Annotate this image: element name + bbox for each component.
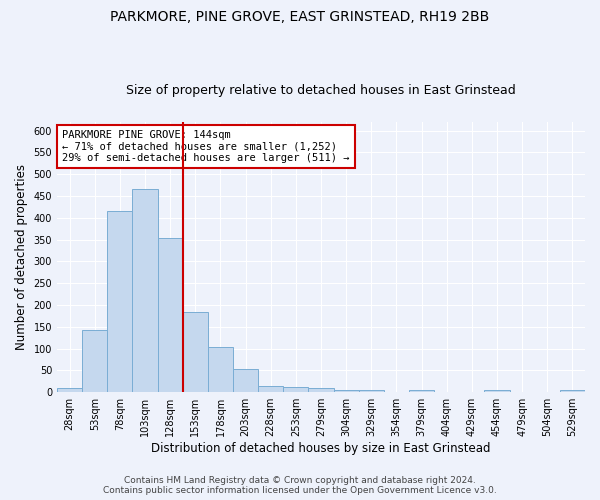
Bar bbox=[233, 369, 258, 392]
Y-axis label: Number of detached properties: Number of detached properties bbox=[15, 164, 28, 350]
Text: PARKMORE, PINE GROVE, EAST GRINSTEAD, RH19 2BB: PARKMORE, PINE GROVE, EAST GRINSTEAD, RH… bbox=[110, 10, 490, 24]
Bar bbox=[283, 386, 308, 392]
Bar bbox=[208, 348, 233, 392]
Text: PARKMORE PINE GROVE: 144sqm
← 71% of detached houses are smaller (1,252)
29% of : PARKMORE PINE GROVE: 144sqm ← 71% of det… bbox=[62, 130, 350, 163]
Bar bbox=[133, 188, 158, 392]
Text: Contains HM Land Registry data © Crown copyright and database right 2024.
Contai: Contains HM Land Registry data © Crown c… bbox=[103, 476, 497, 495]
Bar bbox=[57, 388, 82, 392]
Bar bbox=[258, 386, 283, 392]
Title: Size of property relative to detached houses in East Grinstead: Size of property relative to detached ho… bbox=[126, 84, 516, 97]
Bar bbox=[107, 211, 133, 392]
Bar bbox=[484, 390, 509, 392]
Bar bbox=[308, 388, 334, 392]
Bar bbox=[560, 390, 585, 392]
Bar bbox=[82, 330, 107, 392]
Bar bbox=[158, 238, 183, 392]
X-axis label: Distribution of detached houses by size in East Grinstead: Distribution of detached houses by size … bbox=[151, 442, 491, 455]
Bar bbox=[183, 312, 208, 392]
Bar bbox=[409, 390, 434, 392]
Bar bbox=[334, 390, 359, 392]
Bar bbox=[359, 390, 384, 392]
